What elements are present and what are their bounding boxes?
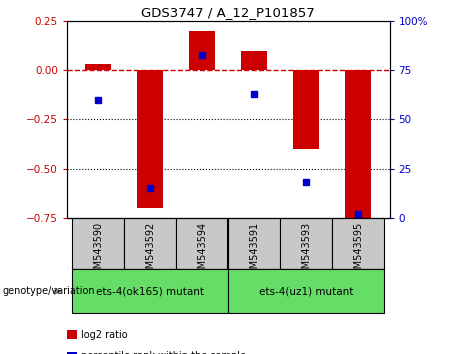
Text: percentile rank within the sample: percentile rank within the sample bbox=[81, 352, 246, 354]
Bar bbox=[228, 269, 384, 313]
Text: GSM543590: GSM543590 bbox=[93, 222, 103, 281]
Text: genotype/variation: genotype/variation bbox=[2, 286, 95, 296]
Bar bbox=[345, 70, 371, 222]
Bar bbox=[124, 218, 176, 269]
Text: GSM543595: GSM543595 bbox=[353, 222, 363, 281]
Bar bbox=[241, 51, 267, 70]
Title: GDS3747 / A_12_P101857: GDS3747 / A_12_P101857 bbox=[142, 6, 315, 19]
Bar bbox=[85, 64, 111, 70]
Text: ets-4(uz1) mutant: ets-4(uz1) mutant bbox=[259, 286, 354, 296]
Bar bbox=[137, 70, 163, 208]
Text: ets-4(ok165) mutant: ets-4(ok165) mutant bbox=[96, 286, 204, 296]
Bar bbox=[228, 218, 280, 269]
Bar bbox=[176, 218, 228, 269]
Bar bbox=[293, 70, 319, 149]
Bar bbox=[189, 31, 215, 70]
Bar bbox=[280, 218, 332, 269]
Bar bbox=[72, 218, 124, 269]
Bar bbox=[72, 269, 228, 313]
Text: log2 ratio: log2 ratio bbox=[81, 330, 127, 339]
Text: GSM543594: GSM543594 bbox=[197, 222, 207, 281]
Text: GSM543592: GSM543592 bbox=[145, 222, 155, 281]
Text: GSM543591: GSM543591 bbox=[249, 222, 259, 281]
Text: GSM543593: GSM543593 bbox=[301, 222, 311, 281]
Bar bbox=[332, 218, 384, 269]
